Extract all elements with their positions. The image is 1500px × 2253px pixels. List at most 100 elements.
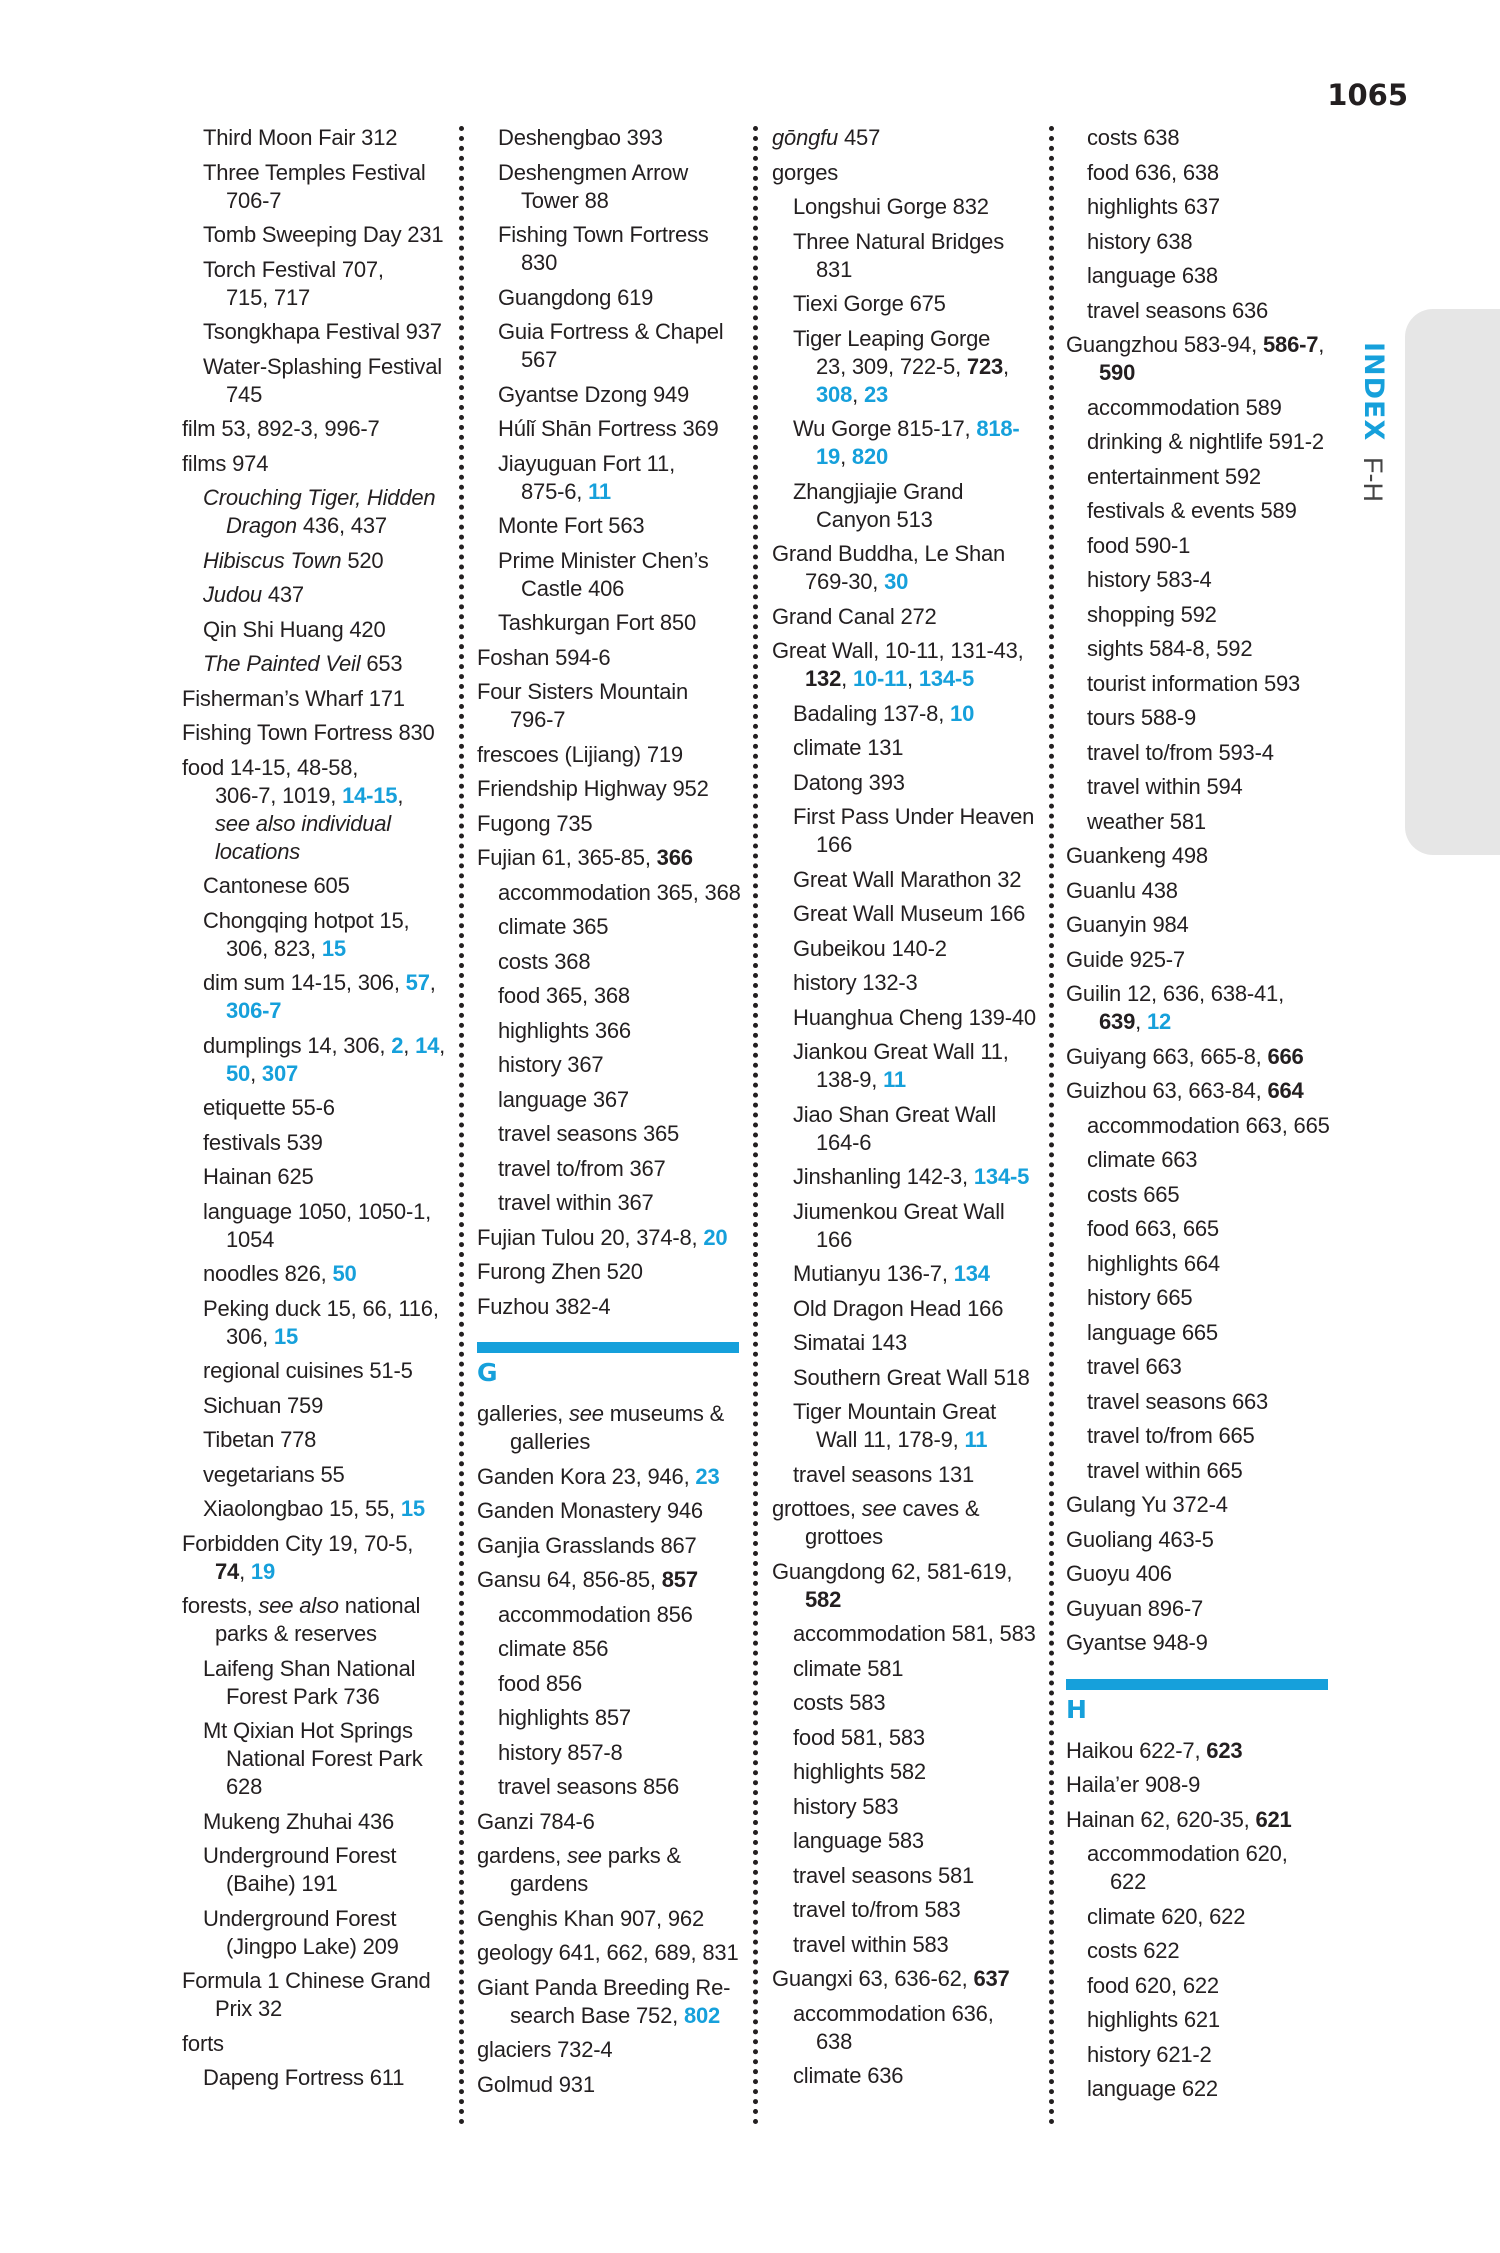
entry-text: 436, 437 bbox=[296, 513, 387, 538]
index-subentry: sights 584-8, 592 bbox=[1087, 635, 1334, 663]
index-subentry: travel seasons 856 bbox=[498, 1773, 745, 1801]
index-entry: Guanyin 984 bbox=[1066, 911, 1334, 939]
photo-page-ref: 30 bbox=[884, 569, 909, 594]
photo-page-ref: 802 bbox=[683, 2002, 721, 2028]
index-subentry: Hainan 625 bbox=[203, 1163, 450, 1191]
index-entry: food 14-15, 48-58, 306-7, 1019, 14-15, s… bbox=[182, 754, 450, 866]
letter-section-header: G bbox=[477, 1327, 745, 1400]
italic-text: Judou bbox=[203, 582, 262, 607]
entry-text: Cantonese 605 bbox=[203, 873, 350, 898]
entry-text: Deshengbao 393 bbox=[498, 125, 663, 150]
entry-text: tourist information 593 bbox=[1087, 670, 1301, 696]
entry-text: Qin Shi Huang 420 bbox=[203, 616, 386, 642]
entry-text: climate 856 bbox=[498, 1636, 609, 1661]
index-entry: Ganden Monastery 946 bbox=[477, 1497, 745, 1525]
index-subentry: Qin Shi Huang 420 bbox=[203, 616, 450, 644]
entry-text: Great Wall Museum 166 bbox=[793, 901, 1026, 926]
photo-page-ref: 15 bbox=[400, 1496, 425, 1521]
index-subentry: travel to/from 583 bbox=[793, 1896, 1040, 1924]
index-entry: Friendship Highway 952 bbox=[477, 775, 745, 803]
italic-text: see bbox=[861, 1496, 897, 1521]
index-subentry: food 581, 583 bbox=[793, 1724, 1040, 1752]
index-entry: Four Sisters Mountain 796-7 bbox=[477, 678, 745, 734]
index-subentry: history 132-3 bbox=[793, 969, 1040, 997]
entry-text: Water-Splashing Festival 745 bbox=[203, 353, 442, 407]
index-subentry: travel within 594 bbox=[1087, 773, 1334, 801]
index-subentry: Sichuan 759 bbox=[203, 1392, 450, 1420]
index-subentry: entertainment 592 bbox=[1087, 463, 1334, 491]
entry-text: food 581, 583 bbox=[793, 1724, 925, 1750]
index-subentry: Guia Fortress & Chapel 567 bbox=[498, 318, 745, 374]
photo-page-ref: 134-5 bbox=[973, 1164, 1030, 1189]
index-subentry: Jiao Shan Great Wall 164-6 bbox=[793, 1101, 1040, 1157]
entry-text: climate 131 bbox=[793, 735, 904, 760]
photo-page-ref: 306-7 bbox=[226, 998, 282, 1023]
entry-text: Three Natural Bridges 831 bbox=[793, 228, 1005, 282]
entry-text: highlights 857 bbox=[498, 1705, 631, 1730]
entry-text: Sichuan 759 bbox=[203, 1392, 324, 1418]
photo-page-ref: 11 bbox=[964, 1427, 988, 1452]
map-page-ref: 586-7 bbox=[1263, 332, 1319, 357]
index-subentry: highlights 366 bbox=[498, 1017, 745, 1045]
entry-text: Húlǐ Shān Fortress 369 bbox=[498, 416, 719, 441]
index-subentry: Torch Festival 707, 715, 717 bbox=[203, 256, 450, 312]
entry-text: accommodation 856 bbox=[498, 1601, 693, 1627]
entry-text: film 53, 892-3, 996-7 bbox=[182, 416, 380, 441]
entry-text: highlights 366 bbox=[498, 1017, 631, 1043]
italic-text: see also bbox=[258, 1593, 339, 1618]
index-subentry: travel seasons 636 bbox=[1087, 297, 1334, 325]
index-entry: Guyuan 896-7 bbox=[1066, 1595, 1334, 1623]
entry-text: Gansu 64, 856-85, bbox=[477, 1567, 662, 1592]
entry-text: noodles 826, bbox=[203, 1261, 333, 1286]
index-entry: gorges bbox=[772, 159, 1040, 187]
index-subentry: highlights 664 bbox=[1087, 1250, 1334, 1278]
entry-text: climate 620, 622 bbox=[1087, 1903, 1246, 1929]
entry-text: food 636, 638 bbox=[1087, 159, 1219, 185]
entry-text: Simatai 143 bbox=[793, 1330, 907, 1355]
entry-text: Ganden Kora 23, 946, bbox=[477, 1463, 696, 1489]
entry-text: Underground Forest (Baihe) 191 bbox=[203, 1843, 397, 1896]
entry-text: Guia Fortress & Chapel 567 bbox=[498, 319, 724, 372]
map-page-ref: 74 bbox=[215, 1558, 240, 1584]
index-subentry: Húlǐ Shān Fortress 369 bbox=[498, 415, 745, 443]
index-subentry: food 856 bbox=[498, 1670, 745, 1698]
section-letter: G bbox=[477, 1358, 498, 1387]
entry-text: highlights 637 bbox=[1087, 194, 1220, 219]
entry-text: accommodation 589 bbox=[1087, 394, 1282, 420]
entry-text: Longshui Gorge 832 bbox=[793, 194, 989, 219]
entry-text: Giant Panda Breeding Re- search Base 752… bbox=[477, 1974, 731, 2028]
index-subentry: Judou 437 bbox=[203, 581, 450, 609]
index-entry: Guilin 12, 636, 638-41, 639, 12 bbox=[1066, 980, 1334, 1036]
entry-text: food 365, 368 bbox=[498, 983, 630, 1008]
entry-text: travel within 367 bbox=[498, 1190, 654, 1215]
entry-text: Great Wall, 10-11, 131-43, bbox=[772, 638, 1024, 663]
entry-text: sights 584-8, 592 bbox=[1087, 636, 1253, 661]
index-subentry: Xiaolongbao 15, 55, 15 bbox=[203, 1495, 450, 1523]
entry-text: , bbox=[841, 666, 853, 691]
index-subentry: travel to/from 367 bbox=[498, 1155, 745, 1183]
index-subentry: drinking & nightlife 591-2 bbox=[1087, 428, 1334, 456]
index-entry: Grand Buddha, Le Shan 769-30, 30 bbox=[772, 540, 1040, 596]
index-subentry: dumplings 14, 306, 2, 14, 50, 307 bbox=[203, 1032, 450, 1088]
entry-text: Guiyang 663, 665-8, bbox=[1066, 1043, 1268, 1069]
entry-text: museums & galleries bbox=[510, 1401, 725, 1454]
index-entry: Guizhou 63, 663-84, 664 bbox=[1066, 1077, 1334, 1105]
entry-text: , bbox=[840, 444, 852, 469]
entry-text: , bbox=[1003, 353, 1009, 379]
entry-text: tours 588-9 bbox=[1087, 705, 1197, 730]
index-entry: Guanlu 438 bbox=[1066, 877, 1334, 905]
entry-text: Foshan 594-6 bbox=[477, 644, 611, 670]
entry-text: , bbox=[239, 1558, 251, 1584]
entry-text: accommodation 365, 368 bbox=[498, 879, 741, 905]
index-entry: Guoliang 463-5 bbox=[1066, 1526, 1334, 1554]
entry-text: food 663, 665 bbox=[1087, 1216, 1219, 1241]
entry-text: caves & grottoes bbox=[805, 1496, 980, 1549]
index-entry: Haila’er 908-9 bbox=[1066, 1771, 1334, 1799]
entry-text: Gulang Yu 372-4 bbox=[1066, 1492, 1228, 1517]
map-page-ref: 723 bbox=[966, 353, 1004, 379]
index-entry: film 53, 892-3, 996-7 bbox=[182, 415, 450, 443]
index-entry: Gyantse 948-9 bbox=[1066, 1629, 1334, 1657]
index-entry: Fishing Town Fortress 830 bbox=[182, 719, 450, 747]
column-divider bbox=[1049, 126, 1054, 2126]
map-page-ref: 857 bbox=[661, 1567, 698, 1592]
